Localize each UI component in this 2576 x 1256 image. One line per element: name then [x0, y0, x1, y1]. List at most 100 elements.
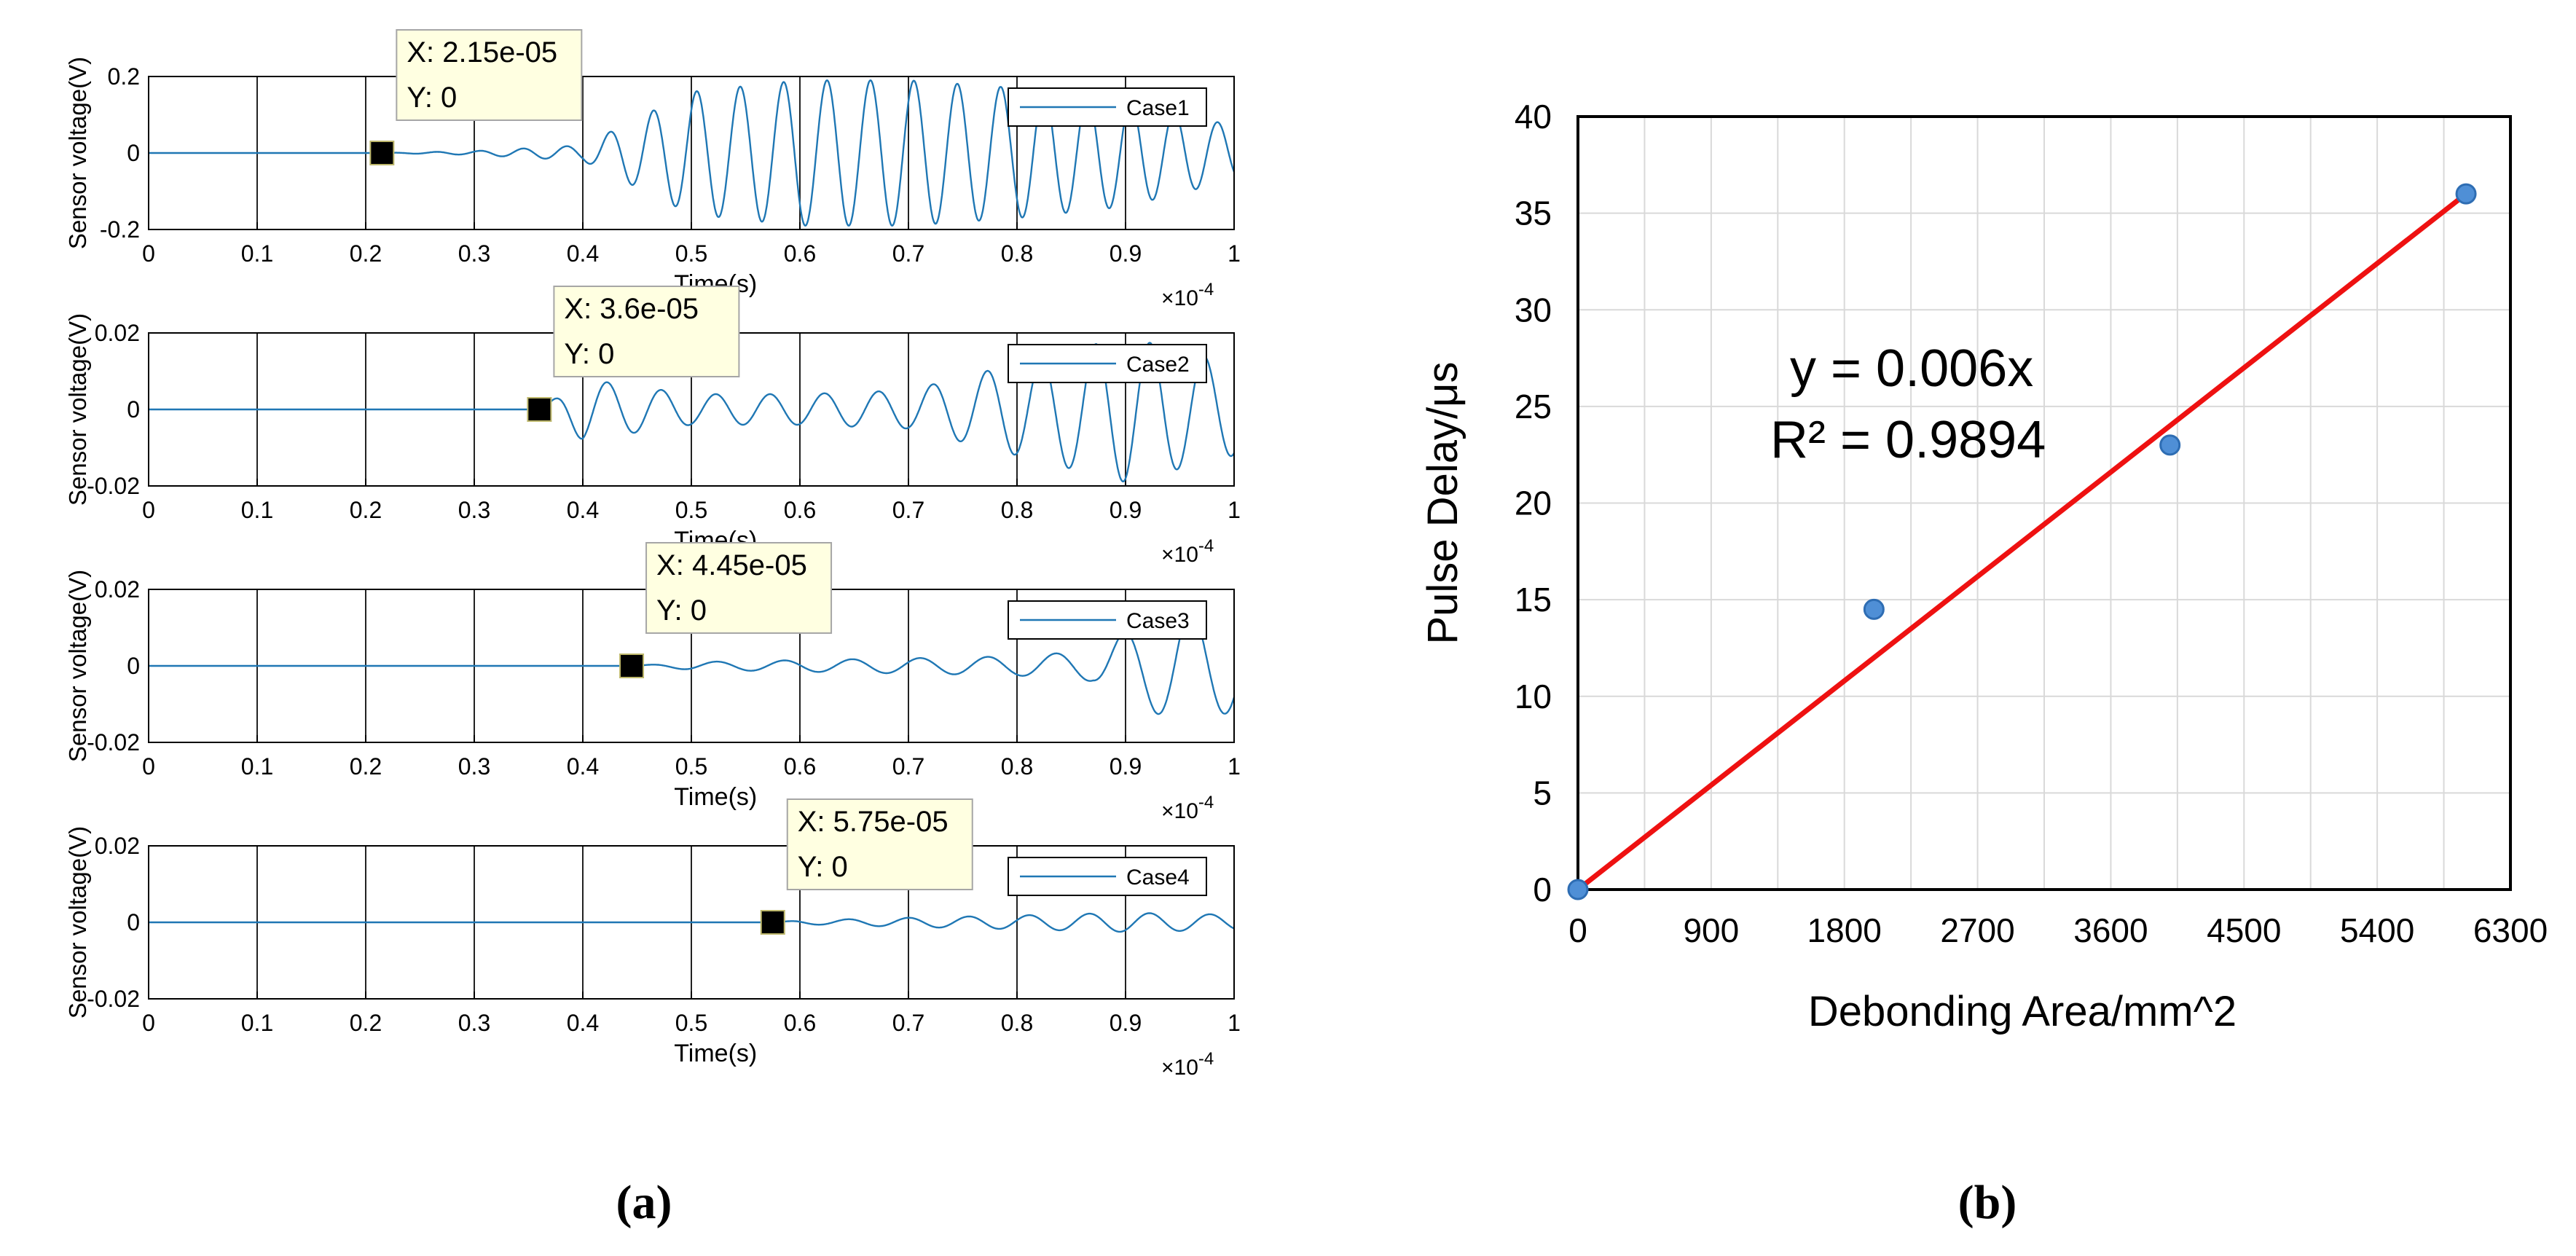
datatip-x-label: X: 3.6e-05	[564, 293, 699, 325]
subplot-case1: 0 0.1 0.2 0.3 0.4 0.5 0.6 0.7 0.8 0.9 1-0.200.2Sen…	[64, 29, 1241, 310]
datatip-case4: X: 5.75e-05 Y: 0	[760, 798, 973, 935]
x-tick-label: 0.6	[784, 753, 816, 780]
datatip-x-label: X: 4.45e-05	[656, 549, 807, 581]
datatip-y-label: Y: 0	[407, 82, 457, 114]
datatip-y-label: Y: 0	[798, 851, 848, 883]
x-tick-label: 0.1	[241, 753, 273, 780]
datatip-case1: X: 2.15e-05 Y: 0	[369, 29, 583, 165]
x-tick-label: 0.5	[675, 240, 707, 267]
x-multiplier-exponent: -4	[1198, 280, 1214, 299]
x-tick-label: 0	[1568, 911, 1587, 949]
equation-annotation: y = 0.006x	[1790, 339, 2033, 398]
x-tick-label: 1800	[1807, 911, 1882, 949]
signal-line-case2	[149, 342, 1236, 483]
y-tick-label: 0	[1533, 871, 1552, 908]
y-tick-label: 5	[1533, 774, 1552, 812]
signal-line-case3	[149, 610, 1236, 715]
datatip-marker	[760, 910, 785, 935]
datatip-marker	[527, 397, 552, 422]
x-multiplier-label: ×10-4	[1161, 536, 1214, 567]
x-tick-label: 0.1	[241, 240, 273, 267]
subplot-case3: 0 0.1 0.2 0.3 0.4 0.5 0.6 0.7 0.8 0.9 1-0.0200.02S…	[64, 542, 1241, 823]
x-tick-label: 0.4	[567, 1010, 599, 1036]
y-tick-label: 0.2	[108, 63, 140, 90]
x-tick-label: 0.7	[892, 753, 924, 780]
y-tick-label: -0.2	[100, 216, 140, 243]
x-tick-label: 0.5	[675, 1010, 707, 1036]
y-axis-label: Sensor voltage(V)	[64, 570, 91, 762]
x-tick-label: 0.4	[567, 497, 599, 523]
x-tick-label: 0.2	[350, 497, 382, 523]
data-point-2	[1863, 598, 1885, 620]
x-multiplier-label: ×10-4	[1161, 280, 1214, 310]
x-tick-label: 0.8	[1001, 1010, 1033, 1036]
datatip-case3: X: 4.45e-05 Y: 0	[619, 542, 833, 678]
data-point-1	[1567, 879, 1589, 900]
x-multiplier-label: ×10-4	[1161, 793, 1214, 823]
x-tick-label: 1	[1228, 1010, 1241, 1036]
r-squared-annotation: R² = 0.9894	[1770, 411, 2046, 469]
x-tick-label: 0.2	[350, 1010, 382, 1036]
y-axis-label: Pulse Delay/μs	[1419, 361, 1466, 644]
datatip-y-label: Y: 0	[564, 338, 614, 370]
x-tick-label: 0.8	[1001, 497, 1033, 523]
x-tick-label: 0.5	[675, 753, 707, 780]
x-tick-label: 0	[142, 497, 155, 523]
x-tick-label: 1	[1228, 497, 1241, 523]
y-tick-label: 35	[1515, 195, 1552, 232]
x-tick-label: 0	[142, 240, 155, 267]
y-tick-label: 0.02	[95, 576, 140, 603]
x-tick-label: 0.9	[1110, 1010, 1142, 1036]
x-tick-label: 0.6	[784, 240, 816, 267]
x-multiplier-exponent: -4	[1198, 1049, 1214, 1069]
y-axis-label: Sensor voltage(V)	[64, 826, 91, 1018]
x-tick-label: 900	[1683, 911, 1739, 949]
subplot-case2: 0 0.1 0.2 0.3 0.4 0.5 0.6 0.7 0.8 0.9 1-0.0200.02S…	[64, 286, 1241, 567]
trendline	[1576, 192, 2468, 892]
x-tick-label: 0.6	[784, 1010, 816, 1036]
x-axis-label: Time(s)	[674, 783, 757, 811]
x-tick-label: 0.3	[458, 1010, 490, 1036]
y-tick-label: 0	[127, 140, 140, 166]
x-tick-label: 0.7	[892, 240, 924, 267]
x-tick-label: 6300	[2473, 911, 2548, 949]
x-tick-label: 0.8	[1001, 240, 1033, 267]
x-tick-label: 0.8	[1001, 753, 1033, 780]
legend-label: Case4	[1126, 866, 1190, 890]
x-tick-label: 0.9	[1110, 753, 1142, 780]
x-tick-label: 2700	[1940, 911, 2014, 949]
data-point-4	[2455, 183, 2477, 205]
x-tick-label: 0.6	[784, 497, 816, 523]
datatip-y-label: Y: 0	[656, 594, 707, 627]
signal-line-case4	[149, 912, 1235, 933]
x-tick-label: 1	[1228, 753, 1241, 780]
x-tick-label: 5400	[2340, 911, 2414, 949]
x-tick-label: 0.3	[458, 497, 490, 523]
datatip-marker	[369, 141, 395, 165]
y-tick-label: 10	[1515, 678, 1552, 715]
datatip-x-label: X: 5.75e-05	[798, 806, 949, 838]
x-tick-label: 0.4	[567, 240, 599, 267]
data-point-3	[2159, 434, 2181, 456]
x-tick-label: 0.2	[350, 240, 382, 267]
datatip-box	[645, 542, 833, 634]
y-tick-label: 0.02	[95, 833, 140, 859]
y-tick-label: -0.02	[87, 729, 140, 755]
y-tick-label: 0	[127, 396, 140, 423]
x-axis-label: Debonding Area/mm^2	[1808, 988, 2237, 1035]
x-tick-label: 0.7	[892, 497, 924, 523]
legend-case3: Case3	[1008, 600, 1207, 640]
x-tick-label: 4500	[2207, 911, 2281, 949]
datatip-box	[396, 29, 583, 121]
datatip-marker	[619, 653, 645, 678]
y-tick-label: 20	[1515, 484, 1552, 522]
x-axis-label: Time(s)	[674, 1040, 757, 1067]
panel-label-a: (a)	[616, 1176, 672, 1229]
axes-frame	[1576, 115, 2512, 891]
panel-label-b: (b)	[1958, 1176, 2017, 1229]
y-tick-label: 40	[1515, 98, 1552, 136]
x-tick-label: 0.1	[241, 497, 273, 523]
x-tick-label: 0.3	[458, 240, 490, 267]
x-multiplier-exponent: -4	[1198, 536, 1214, 556]
